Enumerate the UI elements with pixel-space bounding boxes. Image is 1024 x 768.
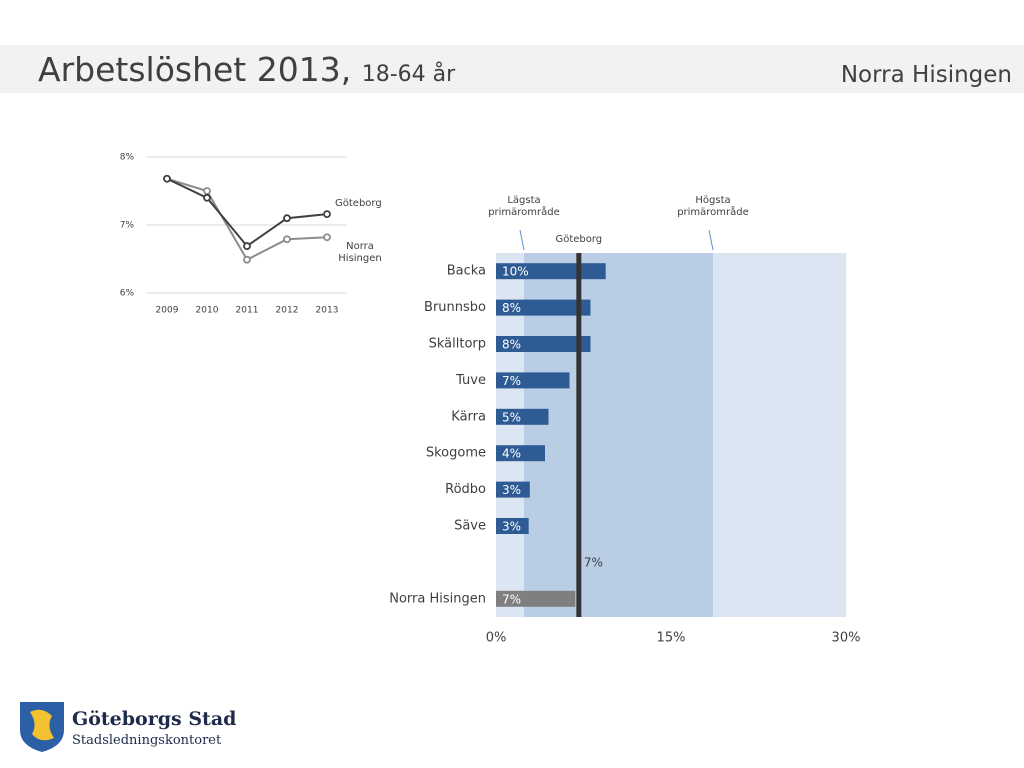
- point: [243, 255, 251, 264]
- x-tick-label: 15%: [657, 631, 686, 646]
- data-label: 10%: [502, 265, 529, 279]
- bar: [496, 481, 530, 498]
- bar: [496, 518, 529, 534]
- x-tick-label: 2009: [156, 306, 179, 316]
- y-tick-label: Brunnsbo: [424, 300, 486, 315]
- bar: [496, 299, 591, 316]
- data-label: 8%: [502, 338, 521, 352]
- y-tick-label: Skälltorp: [429, 337, 486, 352]
- range-label: Högsta primärområde: [677, 195, 749, 218]
- logo-name: Göteborgs Stad: [72, 708, 237, 730]
- data-label: 7%: [502, 592, 521, 606]
- title-block: Arbetslöshet 2013, 18-64 år: [38, 50, 455, 89]
- y-tick-label: 7%: [120, 221, 135, 231]
- point: [323, 233, 331, 242]
- range-arrow: [708, 229, 714, 251]
- point: [323, 210, 331, 219]
- y-tick-label: 6%: [120, 289, 135, 299]
- x-tick-label: 30%: [832, 631, 861, 646]
- range-label: Lägsta primärområde: [488, 195, 560, 218]
- x-tick-label: 2013: [316, 306, 339, 316]
- legend-label: Göteborg: [335, 198, 382, 210]
- bar: [496, 372, 570, 389]
- reference-name: Göteborg: [555, 234, 602, 245]
- y-tick-label: Backa: [447, 264, 486, 279]
- y-tick-label: Tuve: [455, 373, 486, 388]
- data-label: 7%: [502, 374, 521, 388]
- data-label: 8%: [502, 301, 521, 315]
- point: [203, 187, 211, 195]
- legend-label: Norra Hisingen: [338, 241, 382, 265]
- range-arrow: [519, 229, 525, 251]
- header-bar: [0, 45, 1024, 93]
- x-tick-label: 0%: [486, 631, 507, 646]
- data-label: 3%: [502, 483, 521, 497]
- x-tick-label: 2010: [196, 306, 219, 316]
- region: Norra Hisingen: [840, 62, 1012, 88]
- line: [166, 177, 328, 248]
- data-label: 5%: [502, 410, 521, 424]
- bar: [496, 336, 591, 352]
- title: Arbetslöshet 2013,: [38, 50, 352, 89]
- data-label: 3%: [502, 520, 521, 534]
- bar: [496, 590, 576, 607]
- y-tick-label: Kärra: [451, 409, 486, 424]
- point: [283, 214, 291, 223]
- bar: [496, 408, 549, 425]
- logo-shield: [20, 702, 64, 752]
- reference-label: 7%: [584, 556, 603, 570]
- y-tick-label: Rödbo: [445, 482, 486, 497]
- bar: [496, 445, 545, 462]
- point: [243, 242, 251, 250]
- y-tick-label: Säve: [454, 519, 486, 534]
- subtitle: 18-64 år: [361, 62, 456, 87]
- x-tick-label: 2012: [276, 306, 299, 316]
- y-tick-label: Skogome: [426, 446, 486, 461]
- data-label: 4%: [502, 447, 521, 461]
- point: [203, 193, 211, 202]
- point: [283, 235, 291, 244]
- logo-department: Stadsledningskontoret: [72, 733, 222, 748]
- point: [163, 174, 171, 183]
- y-tick-label: 8%: [120, 153, 135, 163]
- x-tick-label: 2011: [236, 306, 259, 316]
- y-tick-label: Norra Hisingen: [389, 591, 486, 606]
